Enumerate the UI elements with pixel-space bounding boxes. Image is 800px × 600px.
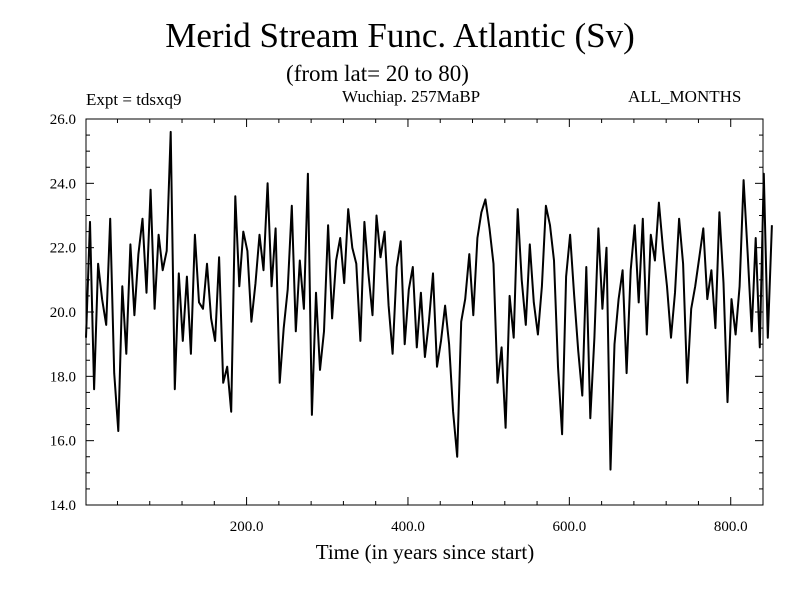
y-tick-label: 24.0 [50, 176, 76, 192]
series-line-atlantic-moc [85, 130, 773, 471]
x-tick-labels: 200.0 400.0 600.0 800.0 [230, 519, 748, 535]
plot-area [85, 130, 773, 471]
x-tick-label: 800.0 [714, 519, 748, 535]
plot-frame [85, 118, 764, 506]
x-tick-label: 600.0 [552, 519, 586, 535]
y-tick-label: 20.0 [50, 305, 76, 321]
chart-title: Merid Stream Func. Atlantic (Sv) [165, 16, 635, 55]
y-tick-labels: 14.0 16.0 18.0 20.0 22.0 24.0 26.0 [50, 112, 76, 514]
y-tick-label: 26.0 [50, 112, 76, 128]
months-label: ALL_MONTHS [628, 87, 742, 106]
experiment-label: Expt = tdsxq9 [86, 90, 182, 109]
y-tick-label: 18.0 [50, 369, 76, 385]
period-label: Wuchiap. 257MaBP [342, 87, 481, 106]
x-tick-label: 200.0 [230, 519, 264, 535]
axis-ticks [86, 118, 764, 506]
y-tick-label: 14.0 [50, 498, 76, 514]
x-axis-label: Time (in years since start) [315, 540, 535, 564]
y-tick-label: 16.0 [50, 434, 76, 450]
y-tick-label: 22.0 [50, 241, 76, 257]
x-tick-label: 400.0 [391, 519, 425, 535]
chart-subtitle: (from lat= 20 to 80) [286, 61, 469, 86]
